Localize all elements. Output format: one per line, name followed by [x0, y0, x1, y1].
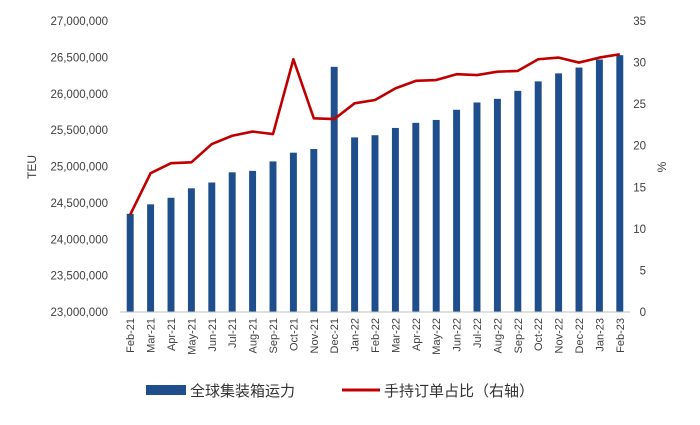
x-tick-label: Aug-21: [248, 318, 260, 353]
x-tick-label: Apr-22: [411, 318, 423, 351]
right-tick-label: 5: [640, 265, 646, 277]
x-tick-label: Dec-21: [329, 318, 341, 353]
bar-Nov-22: [555, 73, 562, 312]
bar-Aug-22: [494, 99, 501, 312]
bar-May-21: [188, 188, 195, 312]
left-tick-label: 23,000,000: [50, 307, 108, 319]
bar-May-22: [433, 120, 440, 312]
right-tick-label: 20: [633, 141, 646, 153]
x-tick-label: Oct-21: [288, 318, 300, 351]
left-tick-label: 27,000,000: [50, 16, 108, 28]
bar-Jul-22: [474, 102, 481, 312]
x-tick-label: Jun-22: [452, 318, 464, 352]
right-tick-label: 35: [633, 16, 646, 28]
x-tick-label: Sep-21: [268, 318, 280, 353]
bar-Jun-22: [453, 110, 460, 312]
legend-label-line: 手持订单占比（右轴）: [384, 383, 534, 400]
bar-Aug-21: [249, 171, 256, 312]
x-tick-label: May-21: [186, 318, 198, 355]
bar-Oct-22: [535, 81, 542, 312]
left-axis-title: TEU: [25, 155, 39, 179]
x-tick-label: Nov-22: [554, 318, 566, 353]
bar-Nov-21: [310, 149, 317, 312]
x-tick-label: Jul-21: [227, 318, 239, 348]
x-tick-label: Jul-22: [472, 318, 484, 348]
left-tick-label: 23,500,000: [50, 271, 108, 283]
x-tick-label: Sep-22: [513, 318, 525, 353]
right-axis-ticks: 0 5 10 15 20 25 30 35: [633, 16, 646, 319]
left-tick-label: 25,000,000: [50, 162, 108, 174]
bar-Oct-21: [290, 153, 297, 312]
right-tick-label: 30: [633, 58, 646, 70]
bar-Sep-21: [270, 161, 277, 312]
x-tick-label: May-22: [431, 318, 443, 355]
left-tick-label: 25,500,000: [50, 125, 108, 137]
x-tick-label: Jan-23: [594, 318, 606, 352]
x-tick-label: Aug-22: [492, 318, 504, 353]
x-tick-label: Mar-22: [390, 318, 402, 353]
left-tick-label: 26,500,000: [50, 52, 108, 64]
x-tick-label: Apr-21: [166, 318, 178, 351]
x-tick-label: Oct-22: [533, 318, 545, 351]
right-axis-title: %: [655, 161, 669, 172]
x-tick-label: Jan-22: [350, 318, 362, 352]
x-tick-label: Jun-21: [207, 318, 219, 352]
bar-Mar-22: [392, 128, 399, 312]
right-tick-label: 25: [633, 99, 646, 111]
legend-swatch-bars: [146, 385, 186, 395]
bar-Feb-23: [616, 55, 623, 312]
right-tick-label: 15: [633, 182, 646, 194]
bar-Feb-22: [372, 135, 379, 312]
bar-Jan-23: [596, 60, 603, 312]
bar-Mar-21: [147, 204, 154, 312]
left-tick-label: 24,500,000: [50, 198, 108, 210]
left-tick-label: 26,000,000: [50, 89, 108, 101]
legend-label-bars: 全球集装箱运力: [190, 382, 295, 400]
x-axis-ticks: Feb-21 Mar-21 Apr-21 May-21 Jun-21 Jul-21 Aug-…: [125, 318, 627, 355]
right-tick-label: 0: [640, 307, 646, 319]
bar-Jul-21: [229, 172, 236, 312]
bar-Apr-22: [412, 123, 419, 312]
right-tick-label: 10: [633, 224, 646, 236]
bar-Apr-21: [168, 198, 175, 312]
x-tick-label: Nov-21: [309, 318, 321, 353]
bar-Feb-21: [127, 214, 134, 312]
x-tick-label: Mar-21: [146, 318, 158, 353]
x-tick-label: Feb-21: [125, 318, 137, 353]
left-axis-ticks: 23,000,000 23,500,000 24,000,000 24,500,000…: [50, 16, 108, 319]
x-tick-label: Dec-22: [574, 318, 586, 353]
bar-Jun-21: [208, 183, 215, 313]
bar-Jan-22: [351, 137, 358, 312]
x-tick-label: Feb-23: [615, 318, 627, 353]
bar-Dec-22: [576, 68, 583, 312]
left-tick-label: 24,000,000: [50, 234, 108, 246]
bar-Sep-22: [514, 91, 521, 312]
x-tick-label: Feb-22: [370, 318, 382, 353]
bar-Dec-21: [331, 67, 338, 312]
bars-layer: [127, 55, 624, 312]
legend: 全球集装箱运力 手持订单占比（右轴）: [146, 382, 534, 400]
